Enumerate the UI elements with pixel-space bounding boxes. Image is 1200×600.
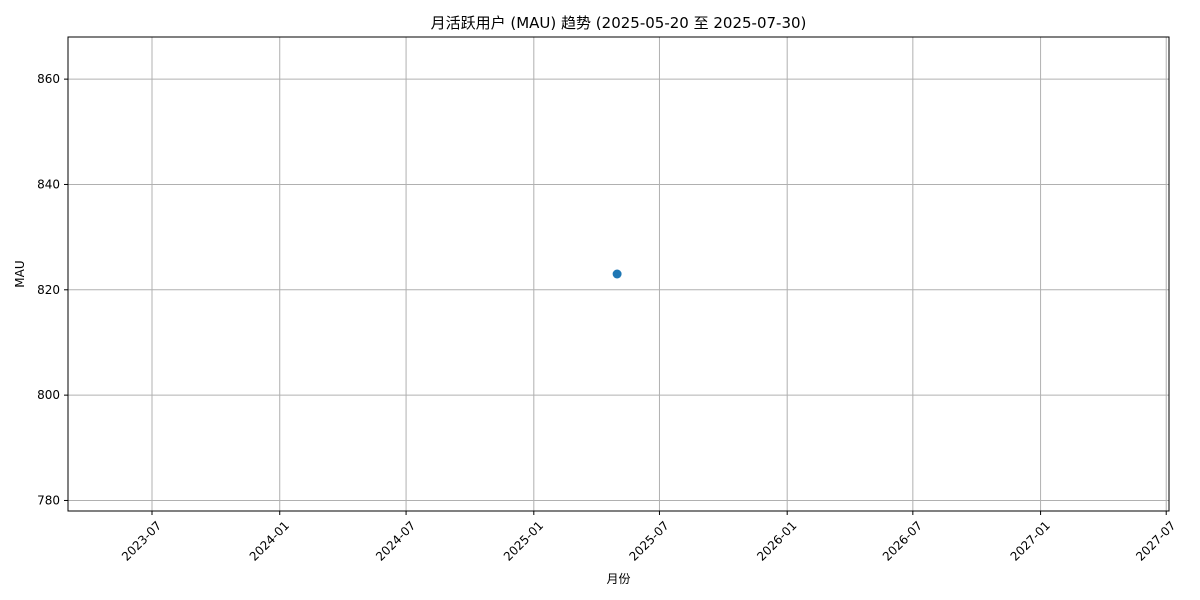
data-point xyxy=(612,269,622,279)
x-tick-label: 2026-07 xyxy=(880,518,925,563)
x-tick-label: 2027-01 xyxy=(1008,518,1053,563)
chart-title: 月活跃用户 (MAU) 趋势 (2025-05-20 至 2025-07-30) xyxy=(431,14,807,32)
x-tick-label: 2024-01 xyxy=(247,518,292,563)
x-tick-label: 2026-01 xyxy=(754,518,799,563)
grid-layer xyxy=(68,37,1169,511)
y-tick-label: 820 xyxy=(37,283,60,297)
x-tick-label: 2023-07 xyxy=(119,518,164,563)
y-axis-label: MAU xyxy=(13,260,27,287)
y-tick-label: 780 xyxy=(37,493,60,507)
x-tick-label: 2027-07 xyxy=(1133,518,1178,563)
points-layer xyxy=(612,269,622,279)
y-tick-label: 800 xyxy=(37,388,60,402)
x-axis-label: 月份 xyxy=(606,572,630,586)
y-tick-label: 860 xyxy=(37,72,60,86)
plot-frame xyxy=(67,36,1170,512)
ticks-layer: 2023-07 2024-01 2024-07 2025-01 2025-07 2026-… xyxy=(37,72,1178,564)
x-tick-label: 2024-07 xyxy=(373,518,418,563)
x-tick-label: 2025-01 xyxy=(501,518,546,563)
x-tick-label: 2025-07 xyxy=(626,518,671,563)
y-tick-label: 840 xyxy=(37,177,60,191)
